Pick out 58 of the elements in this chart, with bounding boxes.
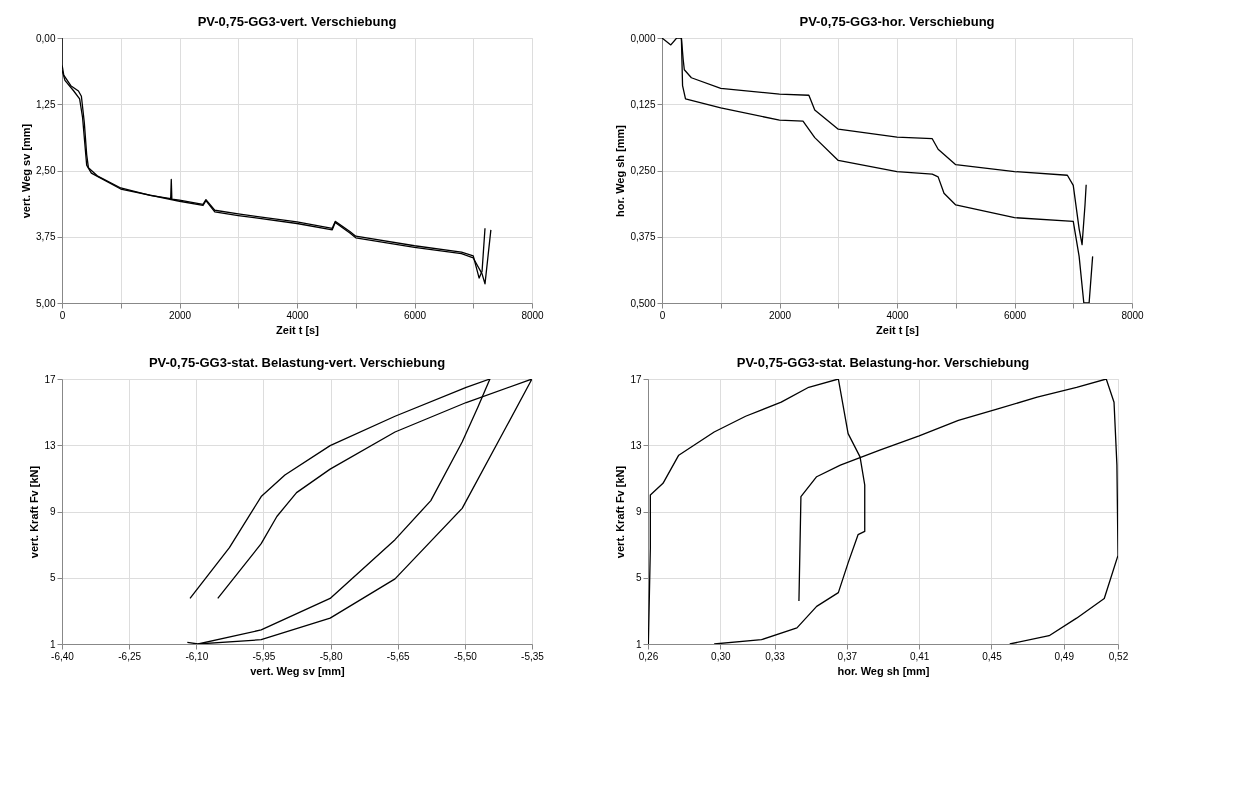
x-tick-label: -6,10: [185, 650, 209, 662]
y-tick-label: 0,00: [36, 32, 56, 44]
chart-title: PV-0,75-GG3-vert. Verschiebung: [197, 14, 397, 29]
x-tick-label: 0: [659, 309, 666, 321]
y-tick-label: 5: [49, 572, 56, 584]
x-tick-label: 4000: [286, 309, 310, 321]
y-tick-label: 0,500: [630, 297, 656, 309]
y-tick-label: 13: [44, 439, 56, 451]
x-tick-label: 4000: [886, 309, 910, 321]
x-tick-label: -5,50: [453, 650, 478, 662]
y-tick-label: 1: [635, 638, 642, 650]
x-axis-title: vert. Weg sv [mm]: [250, 664, 346, 677]
y-tick-label: 3,75: [36, 231, 56, 243]
y-tick-label: 0,125: [630, 98, 656, 110]
x-tick-label: 8000: [521, 309, 545, 321]
x-tick-label: 2000: [168, 309, 192, 321]
x-tick-label: -6,40: [51, 650, 75, 662]
x-tick-label: 0: [59, 309, 66, 321]
x-tick-label: -6,25: [118, 650, 142, 662]
x-tick-label: 6000: [1003, 309, 1027, 321]
y-tick-label: 9: [49, 506, 56, 517]
x-tick-label: 0,45: [982, 650, 1003, 662]
x-tick-label: 0,49: [1054, 650, 1075, 662]
y-axis-title: vert. Kraft Fv [kN]: [28, 465, 41, 559]
x-axis-title: Zeit t [s]: [876, 323, 920, 336]
y-tick-label: 13: [630, 439, 642, 451]
chart-title: PV-0,75-GG3-stat. Belastung-vert. Verschiebung: [148, 355, 446, 370]
y-axis-title: hor. Weg sh [mm]: [614, 124, 627, 218]
y-tick-label: 2,50: [36, 165, 56, 176]
x-axis-title: Zeit t [s]: [276, 323, 320, 336]
y-tick-label: 5,00: [36, 297, 56, 309]
y-axis-title: vert. Kraft Fv [kN]: [614, 465, 627, 559]
x-tick-label: 0,30: [711, 650, 731, 662]
y-tick-label: 9: [635, 506, 642, 517]
x-tick-label: -5,65: [386, 650, 411, 662]
x-tick-label: 0,41: [909, 650, 930, 662]
x-tick-label: 0,37: [837, 650, 858, 662]
y-tick-label: 0,250: [630, 165, 656, 176]
x-tick-label: 8000: [1121, 309, 1145, 321]
chart-title: PV-0,75-GG3-hor. Verschiebung: [799, 14, 995, 29]
x-tick-label: 6000: [403, 309, 427, 321]
y-tick-label: 17: [630, 373, 642, 385]
x-tick-label: 0,33: [765, 650, 786, 662]
x-tick-label: 2000: [768, 309, 792, 321]
x-tick-label: -5,80: [319, 650, 343, 662]
y-tick-label: 0,000: [630, 32, 656, 44]
x-tick-label: -5,95: [252, 650, 276, 662]
x-axis-title: hor. Weg sh [mm]: [837, 664, 930, 677]
y-tick-label: 1,25: [36, 98, 56, 110]
x-tick-label: -5,35: [521, 650, 545, 662]
y-tick-label: 1: [49, 638, 56, 650]
y-axis-title: vert. Weg sv [mm]: [20, 123, 33, 219]
y-tick-label: 17: [44, 373, 56, 385]
x-tick-label: 0,26: [638, 650, 659, 662]
y-tick-label: 5: [635, 572, 642, 584]
y-tick-label: 0,375: [630, 231, 656, 243]
x-tick-label: 0,52: [1108, 650, 1129, 662]
chart-title: PV-0,75-GG3-stat. Belastung-hor. Verschiebung: [736, 355, 1030, 370]
